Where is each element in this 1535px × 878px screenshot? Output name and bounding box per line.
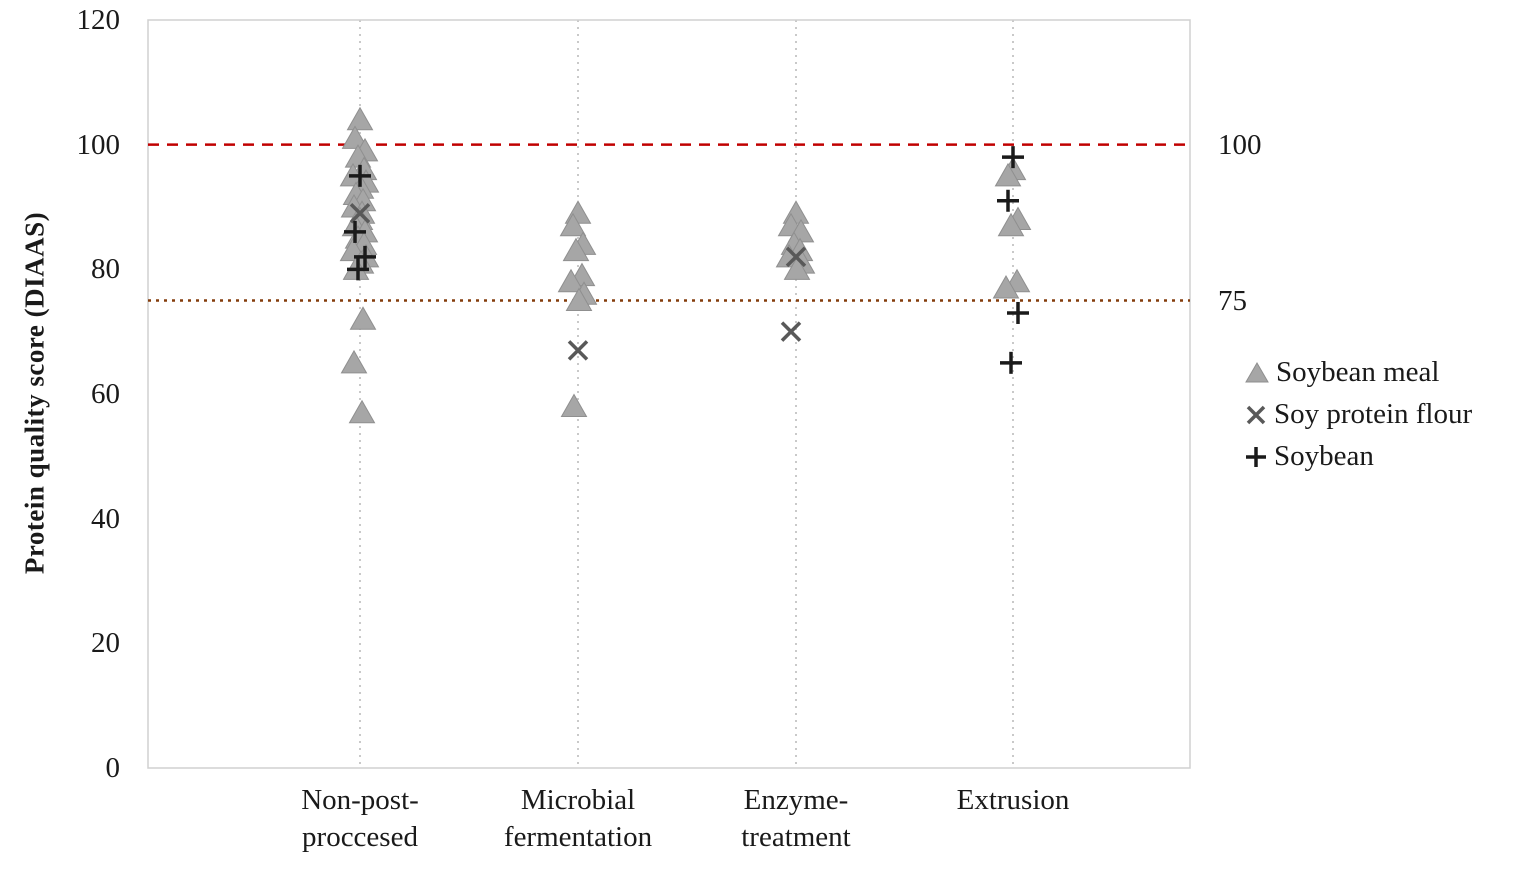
x-category-label-extrusion: Extrusion [956, 784, 1070, 816]
x-category-label-microbial-fermentation: Microbial fermentation [503, 784, 653, 853]
x-marker-icon [1246, 405, 1266, 424]
marker-triangle-enzyme-treatment-80 [783, 256, 811, 280]
x-category-label-non-post-proccesed: Non-post-proccesed [301, 784, 419, 853]
marker-triangle-non-post-proccesed-101 [341, 125, 369, 149]
legend-label-soy-protein-flour: Soy protein flour [1274, 398, 1473, 430]
marker-triangle-non-post-proccesed-72 [349, 306, 377, 330]
marker-triangle-microbial-fermentation-75 [565, 287, 593, 311]
marker-triangle-non-post-proccesed-104 [346, 106, 374, 131]
legend-item-soybean-meal: Soybean meal [1244, 356, 1472, 389]
x-category-label-enzyme-treatment: Enzyme-treatment [741, 784, 851, 853]
marker-x-non-post-proccesed-89 [349, 202, 371, 224]
y-tick-label-100: 100 [76, 128, 121, 161]
marker-x-enzyme-treatment-82 [785, 246, 807, 268]
y-tick-label-80: 80 [91, 253, 120, 286]
marker-x-enzyme-treatment-70 [780, 321, 802, 342]
y-tick-label-120: 120 [76, 4, 121, 36]
legend: Soybean meal Soy protein flour Soybean [1244, 356, 1472, 473]
legend-item-soy-protein-flour: Soy protein flour [1244, 398, 1472, 431]
y-tick-label-0: 0 [105, 752, 121, 784]
marker-x-microbial-fermentation-67 [567, 340, 589, 361]
ref-line-label-100: 100 [1218, 128, 1262, 161]
marker-triangle-extrusion-95 [994, 162, 1022, 187]
marker-triangle-extrusion-87 [997, 212, 1025, 237]
legend-label-soybean-meal: Soybean meal [1276, 356, 1440, 388]
y-tick-label-60: 60 [91, 378, 120, 410]
triangle-marker-icon [1245, 361, 1269, 382]
plot-border [147, 19, 1191, 769]
marker-triangle-non-post-proccesed-57 [348, 399, 376, 424]
marker-triangle-non-post-proccesed-65 [340, 349, 368, 374]
marker-triangle-microbial-fermentation-58 [560, 393, 588, 417]
plus-marker-icon [1246, 446, 1266, 467]
marker-triangle-extrusion-77 [992, 275, 1020, 299]
marker-triangle-microbial-fermentation-78 [557, 268, 585, 293]
marker-triangle-microbial-fermentation-83 [562, 237, 590, 262]
y-tick-label-20: 20 [91, 627, 120, 660]
ref-line-label-75: 75 [1218, 284, 1247, 317]
legend-label-soybean: Soybean [1274, 440, 1374, 472]
marker-triangle-microbial-fermentation-87 [559, 212, 587, 237]
y-tick-label-40: 40 [91, 502, 120, 535]
legend-item-soybean: Soybean [1244, 440, 1472, 473]
y-axis-title: Protein quality score (DIAAS) [19, 211, 50, 575]
